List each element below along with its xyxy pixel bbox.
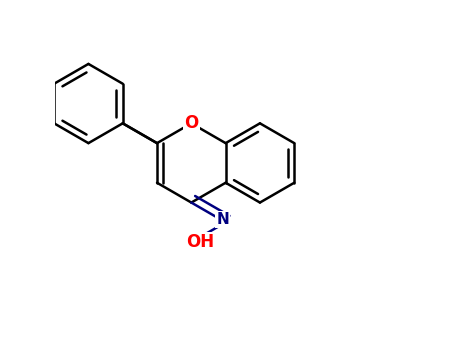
Text: N: N [217,212,229,227]
Text: O: O [184,114,198,132]
Text: OH: OH [186,233,214,251]
